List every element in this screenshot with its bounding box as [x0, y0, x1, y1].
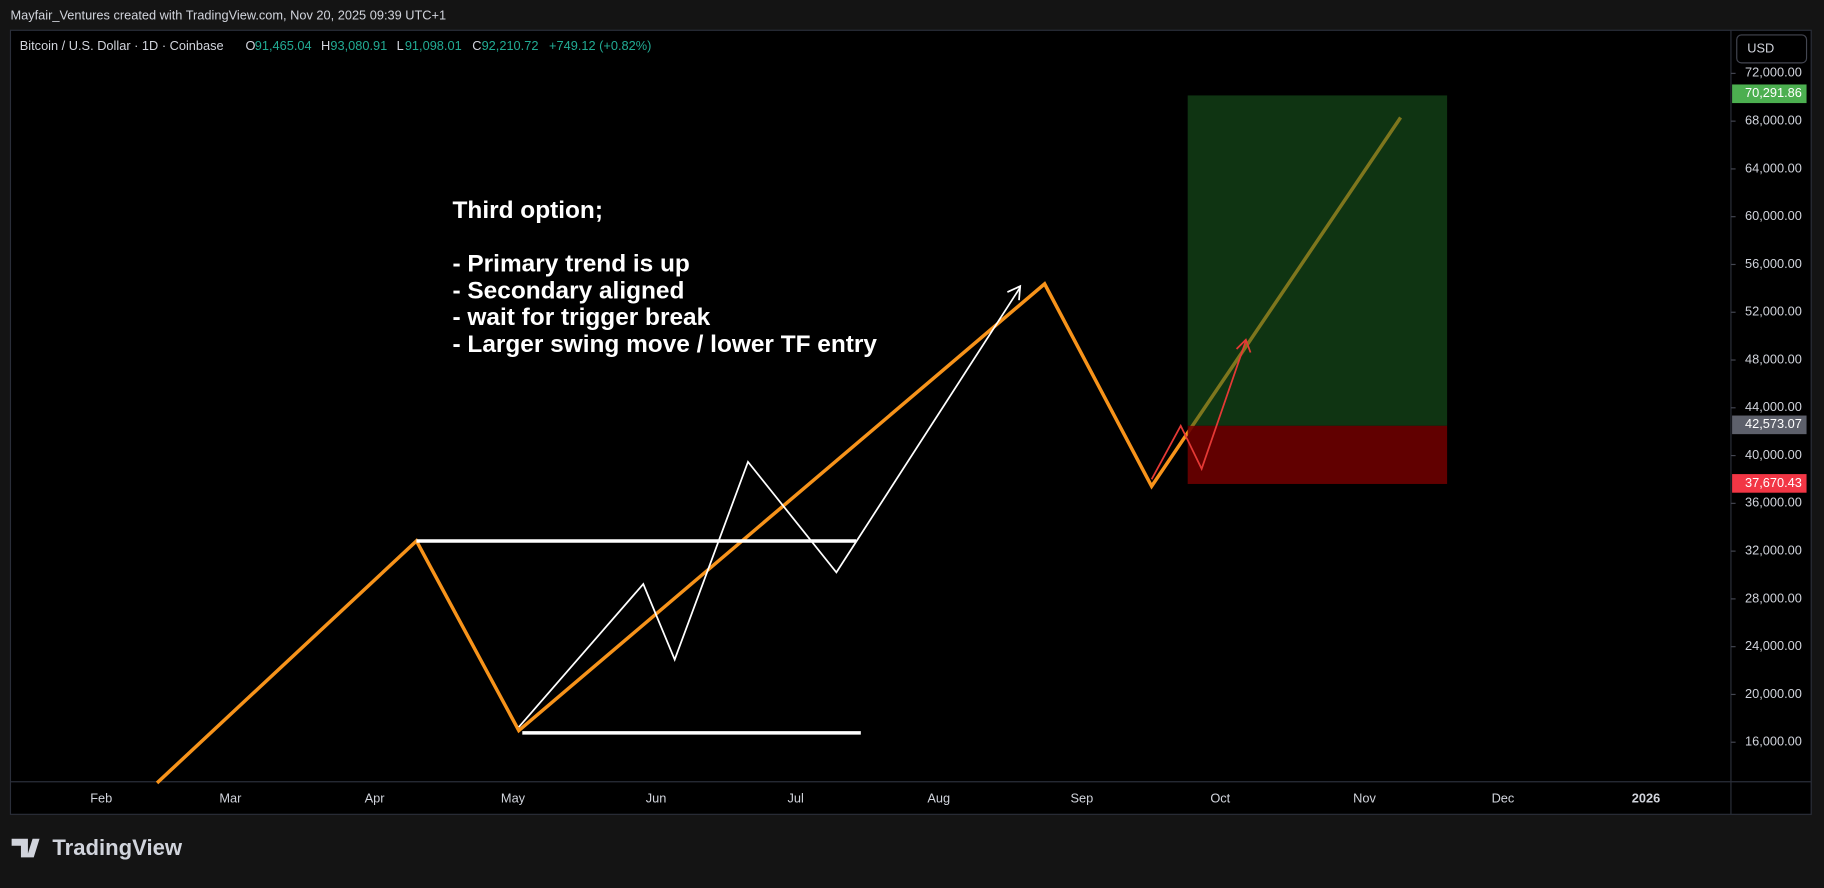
annotation-line: - Larger swing move / lower TF entry	[453, 331, 878, 358]
y-tick-label: 68,000.00	[1745, 113, 1802, 128]
logo-mark	[11, 838, 40, 858]
drawings	[155, 95, 1448, 785]
x-tick-label: Mar	[219, 791, 242, 806]
ohlc-value: 93,080.91	[330, 38, 387, 53]
x-tick-label: Apr	[365, 791, 386, 806]
price-label: 37,670.43	[1745, 475, 1802, 490]
price-label-box	[1732, 474, 1807, 493]
price-label: 70,291.86	[1745, 85, 1802, 100]
y-tick-label: 32,000.00	[1745, 542, 1802, 557]
chart-area	[9, 29, 1812, 815]
y-tick-label: 16,000.00	[1745, 734, 1802, 749]
ohlc-value: 91,098.01	[405, 38, 462, 53]
x-tick-label: 2026	[1632, 791, 1660, 806]
currency-button[interactable]	[1736, 34, 1808, 64]
x-tick-label: Nov	[1353, 791, 1376, 806]
ohlc-value: 91,465.04	[255, 38, 312, 53]
currency: USD	[1747, 40, 1774, 55]
symbol: Bitcoin / U.S. Dollar · 1D · Coinbase	[20, 38, 224, 53]
target-zone	[1187, 95, 1448, 426]
annotation-line: - Secondary aligned	[453, 277, 685, 304]
white-arrow	[1007, 284, 1022, 301]
y-tick-label: 52,000.00	[1745, 304, 1802, 319]
annotation-line: - wait for trigger break	[453, 304, 711, 331]
legend: Bitcoin / U.S. Dollar · 1D · Coinbase O …	[20, 38, 652, 53]
brand-logo: TradingView	[11, 835, 183, 860]
x-tick-label: May	[501, 791, 526, 806]
y-tick-label: 20,000.00	[1745, 686, 1802, 701]
x-tick-label: Feb	[90, 791, 112, 806]
ohlc-value: 92,210.72	[482, 38, 539, 53]
price-label-box	[1732, 415, 1807, 435]
ohlc-letter: H	[321, 38, 330, 53]
stop-zone	[1187, 425, 1448, 484]
y-tick-label: 60,000.00	[1745, 208, 1802, 223]
y-tick-label: 36,000.00	[1745, 495, 1802, 510]
white-path	[518, 286, 1021, 728]
y-tick-label: 40,000.00	[1745, 447, 1802, 462]
ohlc-letter: C	[472, 38, 481, 53]
ohlc-letter: L	[397, 38, 404, 53]
y-tick-label: 64,000.00	[1745, 160, 1802, 175]
x-tick-label: Jul	[788, 791, 804, 806]
y-tick-label: 24,000.00	[1745, 638, 1802, 653]
red-arrow	[1235, 338, 1252, 353]
price-label-box	[1732, 84, 1807, 104]
x-tick-label: Dec	[1492, 791, 1515, 806]
y-tick-label: 28,000.00	[1745, 590, 1802, 605]
annotation: Third option; - Primary trend is up - Se…	[453, 197, 878, 358]
y-tick-label: 48,000.00	[1745, 351, 1802, 366]
y-tick-label: 72,000.00	[1745, 65, 1802, 80]
y-tick-label: 44,000.00	[1745, 399, 1802, 414]
brand: TradingView	[52, 835, 183, 860]
red-path	[1150, 340, 1247, 480]
annotation-title: Third option;	[453, 197, 603, 224]
change: +749.12 (+0.82%)	[549, 38, 651, 53]
credit: Mayfair_Ventures created with TradingVie…	[10, 8, 446, 23]
x-tick-label: Jun	[646, 791, 667, 806]
ohlc-letter: O	[245, 38, 255, 53]
annotation-line: - Primary trend is up	[453, 251, 690, 278]
x-tick-label: Aug	[927, 791, 950, 806]
y-tick-label: 56,000.00	[1745, 256, 1802, 271]
price-label: 42,573.07	[1745, 416, 1802, 431]
x-tick-label: Sep	[1070, 791, 1093, 806]
x-tick-label: Oct	[1210, 791, 1230, 806]
